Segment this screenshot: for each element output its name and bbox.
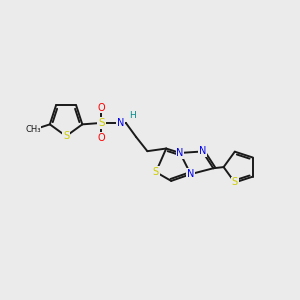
Text: N: N xyxy=(176,148,184,158)
Text: CH₃: CH₃ xyxy=(25,125,41,134)
Text: H: H xyxy=(129,111,136,120)
Text: S: S xyxy=(63,131,69,141)
Text: O: O xyxy=(98,133,105,143)
Text: S: S xyxy=(153,167,159,177)
Text: N: N xyxy=(117,118,124,128)
Text: O: O xyxy=(98,103,105,112)
Text: S: S xyxy=(232,178,238,188)
Text: S: S xyxy=(98,118,105,128)
Text: N: N xyxy=(199,146,206,157)
Text: N: N xyxy=(187,169,194,179)
